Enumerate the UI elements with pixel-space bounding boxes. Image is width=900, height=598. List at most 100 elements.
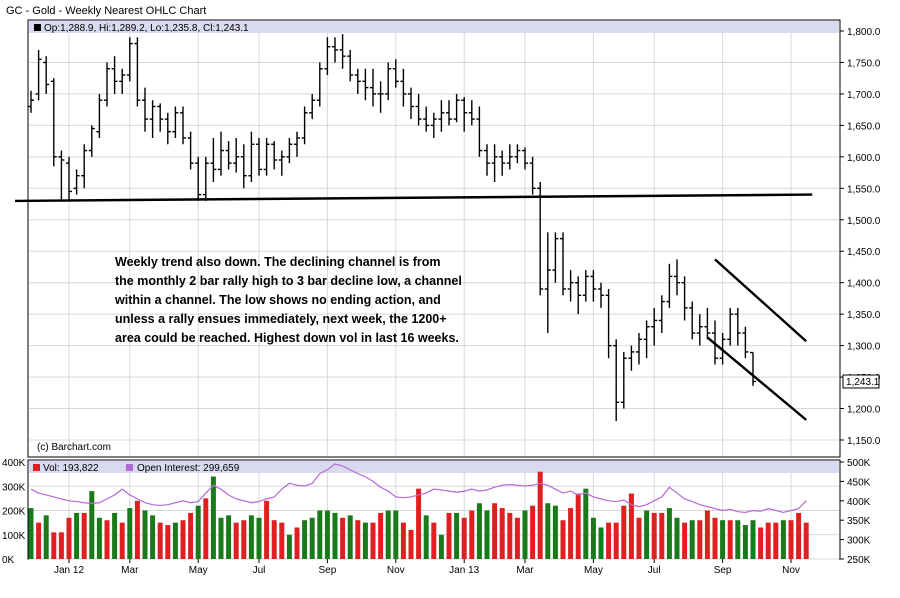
volume-bar — [788, 520, 794, 559]
date-tick-label: Sep — [319, 565, 337, 576]
ohlc-bar — [674, 259, 680, 296]
ohlc-bar — [499, 150, 506, 176]
ohlc-bar — [385, 62, 392, 101]
ohlc-bar — [88, 125, 95, 157]
volume-bar — [636, 517, 642, 559]
volume-bar — [226, 515, 232, 559]
volume-bar — [81, 512, 87, 559]
ohlc-bar — [35, 49, 42, 101]
ohlc-bar — [727, 307, 734, 346]
ohlc-bar — [240, 144, 247, 189]
annotation-line: unless a rally ensues immediately, next … — [115, 312, 447, 326]
ohlc-bar — [187, 131, 194, 170]
volume-bar — [378, 512, 384, 559]
ohlc-bar — [438, 100, 445, 132]
volume-bar — [568, 508, 574, 559]
volume-bar — [218, 517, 224, 559]
date-tick-label: Jul — [648, 565, 661, 576]
annotation-line: area could be reached. Highest down vol … — [115, 331, 459, 345]
ohlc-bar — [681, 276, 688, 321]
ohlc-bar — [590, 270, 597, 302]
volume-bar — [210, 476, 216, 559]
ohlc-bar — [111, 56, 118, 94]
volume-bar — [408, 529, 414, 559]
volume-bar — [400, 522, 406, 559]
volume-bar — [590, 517, 596, 559]
ohlc-bar — [142, 87, 148, 132]
ohlc-bar — [560, 232, 566, 296]
ohlc-bar — [476, 106, 483, 157]
ohlc-bar — [651, 307, 658, 346]
volume-bar — [522, 510, 528, 559]
volume-bar — [461, 517, 467, 559]
volume-bar — [233, 522, 239, 559]
ohlc-bar — [446, 100, 452, 126]
ohlc-bar — [544, 232, 551, 334]
volume-bar — [317, 510, 323, 559]
volume-bar — [446, 512, 452, 559]
ohlc-bar — [339, 34, 346, 69]
volume-legend: Vol: 193,822 — [43, 463, 99, 474]
volume-bar — [492, 503, 498, 559]
ohlc-bar — [332, 37, 338, 63]
volume-bar — [89, 491, 95, 559]
support-trendline — [14, 193, 813, 203]
volume-axis: 400K 300K 200K 100K 0K — [2, 458, 26, 566]
volume-bar — [180, 520, 186, 559]
annotation-line: the monthly 2 bar rally high to 3 bar de… — [115, 274, 462, 288]
ohlc-bars — [28, 34, 756, 422]
price-tick-label: 1,550.0 — [847, 184, 881, 195]
date-tick-label: Mar — [516, 565, 534, 576]
volume-bar — [36, 522, 42, 559]
volume-bar — [355, 520, 361, 559]
volume-bar — [43, 515, 49, 559]
volume-bar — [507, 512, 513, 559]
volume-tick-label: 100K — [2, 531, 26, 542]
ohlc-bar — [81, 144, 88, 189]
oi-tick-label: 300K — [847, 536, 871, 547]
volume-bar — [96, 517, 102, 559]
ohlc-bar — [134, 37, 141, 107]
ohlc-bar — [149, 100, 156, 138]
volume-bar — [188, 512, 194, 559]
volume-bar — [157, 522, 163, 559]
volume-bar — [666, 508, 672, 559]
ohlc-bar — [195, 156, 202, 201]
annotation-line: Weekly trend also down. The declining ch… — [115, 255, 441, 269]
volume-bar — [598, 527, 604, 559]
oi-tick-label: 350K — [847, 516, 871, 527]
date-tick-label: Nov — [387, 565, 405, 576]
copyright: (c) Barchart.com — [37, 442, 111, 453]
ohlc-bar — [704, 307, 711, 340]
volume-bar — [150, 515, 156, 559]
volume-bar — [469, 510, 475, 559]
ohlc-bar — [202, 156, 209, 201]
ohlc-bar — [491, 144, 498, 183]
oi-legend-swatch — [126, 464, 133, 471]
ohlc-bar — [552, 232, 559, 283]
volume-bar — [780, 520, 786, 559]
ohlc-legend-bar — [29, 21, 839, 33]
volume-bars — [28, 471, 809, 559]
volume-bar — [765, 522, 771, 559]
volume-bar — [294, 527, 300, 559]
volume-bar — [796, 512, 802, 559]
ohlc-bar — [354, 68, 361, 94]
volume-bar — [370, 522, 376, 559]
ohlc-bar — [430, 112, 437, 138]
volume-bar — [340, 517, 346, 559]
chart-title: GC - Gold - Weekly Nearest OHLC Chart — [6, 5, 206, 17]
ohlc-legend-swatch — [34, 24, 41, 31]
ohlc-bar — [309, 93, 316, 120]
oi-tick-label: 250K — [847, 555, 871, 566]
volume-bar — [203, 498, 209, 559]
channel-upper-line — [714, 258, 808, 343]
volume-bar — [499, 508, 505, 559]
volume-bar — [438, 534, 444, 559]
ohlc-bar — [172, 106, 179, 138]
ohlc-bar — [43, 56, 50, 94]
trend-lines — [14, 193, 813, 421]
volume-bar — [119, 522, 125, 559]
volume-bar — [104, 520, 110, 559]
volume-bar — [286, 534, 292, 559]
